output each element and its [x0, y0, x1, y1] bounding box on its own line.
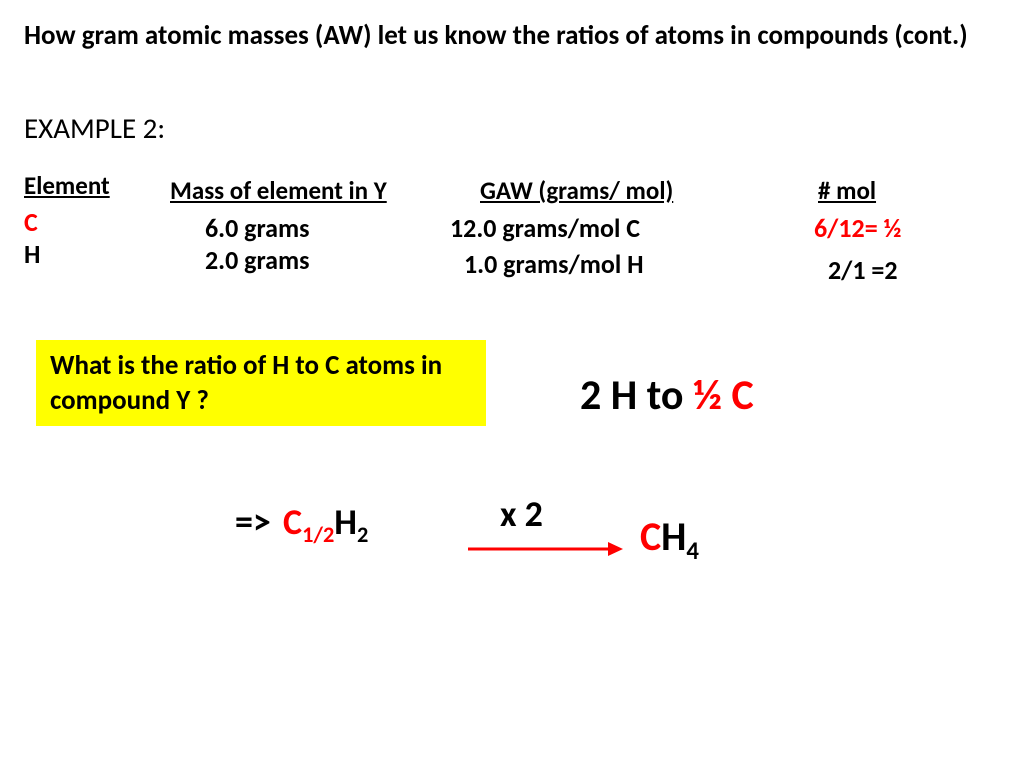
answer-red: ½ C	[693, 370, 754, 421]
gaw-h: 1.0 grams/mol H	[464, 248, 644, 280]
multiplier-label: x 2	[500, 492, 543, 536]
implies-symbol: =>	[235, 500, 271, 544]
formula2-c: C	[640, 512, 661, 561]
question-highlight: What is the ratio of H to C atoms in com…	[36, 340, 486, 426]
answer-prefix: 2 H to	[580, 370, 693, 421]
example-label: EXAMPLE 2:	[24, 110, 165, 146]
header-gaw: GAW (grams/ mol)	[480, 175, 673, 206]
formula1-c: C1/2	[283, 500, 334, 544]
element-c: C	[24, 206, 38, 238]
formula-final: CH4	[640, 512, 699, 561]
nmol-c: 6/12= ½	[814, 212, 902, 244]
gaw-c: 12.0 grams/mol C	[450, 212, 640, 244]
formula-intermediate: => C1/2H2	[235, 500, 368, 544]
element-h: H	[24, 238, 40, 270]
header-mass: Mass of element in Y	[170, 175, 387, 206]
slide-title: How gram atomic masses (AW) let us know …	[24, 18, 984, 53]
header-nmol: # mol	[818, 175, 876, 206]
formula1-h: H2	[334, 500, 368, 544]
nmol-h: 2/1 =2	[828, 254, 898, 286]
formula2-h: H4	[661, 512, 699, 561]
mass-h: 2.0 grams	[205, 244, 310, 276]
arrow-icon	[468, 540, 623, 563]
mass-c: 6.0 grams	[205, 212, 310, 244]
header-element: Element	[24, 170, 110, 201]
ratio-answer: 2 H to ½ C	[580, 370, 754, 421]
